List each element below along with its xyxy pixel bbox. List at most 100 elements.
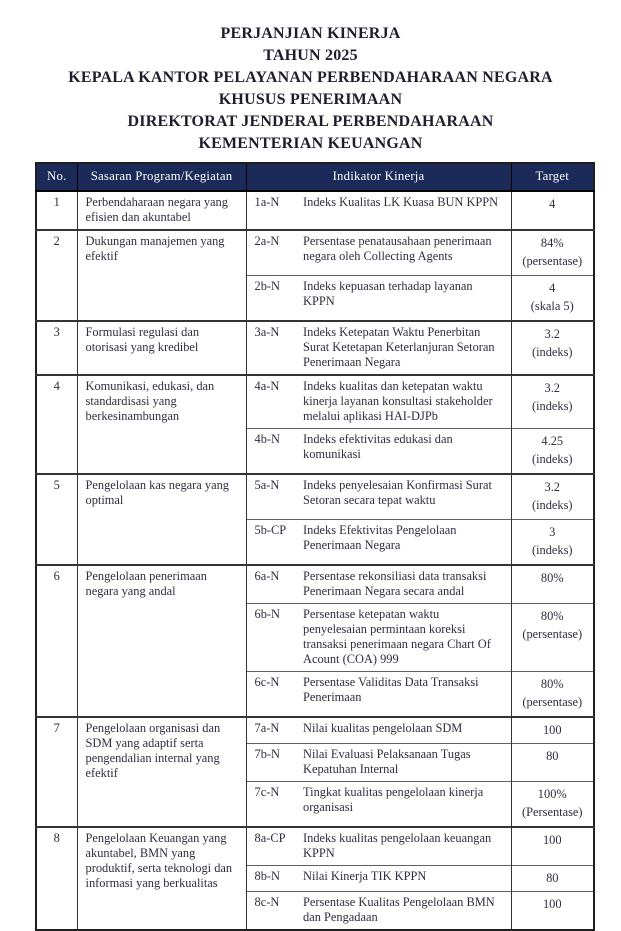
indicator-text: Persentase penatausahaan penerimaan nega…: [301, 229, 512, 276]
title-line-3: KEPALA KANTOR PELAYANAN PERBENDAHARAAN N…: [68, 69, 553, 86]
target-cell: 100: [510, 826, 595, 866]
target-cell: 84% (persentase): [510, 229, 595, 276]
table-row: 6 Pengelolaan penerimaan negara yang and…: [35, 564, 595, 717]
indicator-code: 6a-N: [245, 564, 301, 604]
indicator-text: Indeks Kualitas LK Kuasa BUN KPPN: [303, 195, 499, 209]
indicator-text: Indeks kualitas pengelolaan keuangan KPP…: [301, 826, 512, 866]
target-note: (indeks): [531, 543, 573, 557]
header-indikator: Indikator Kinerja: [245, 162, 512, 192]
target-value: 80%: [540, 677, 564, 691]
target-value: 3: [549, 525, 556, 539]
table-row: 7 Pengelolaan organisasi dan SDM yang ad…: [35, 716, 595, 827]
indicator-code: 4b-N: [245, 428, 301, 474]
target-cell: 4.25 (indeks): [510, 428, 595, 474]
target-note: (skala 5): [530, 299, 574, 313]
target-cell: 80% (persentase): [510, 603, 595, 672]
table-row: 2b-N Indeks kepuasan terhadap layanan KP…: [36, 275, 595, 321]
target-cell: 100: [510, 716, 595, 744]
performance-table: No. Sasaran Program/Kegiatan Indikator K…: [35, 162, 596, 931]
target-note: (Persentase): [521, 805, 583, 819]
indicator-text: Indeks penyelesaian Konfirmasi Surat Set…: [301, 473, 512, 520]
sasaran-cell: Pengelolaan penerimaan negara yang andal: [76, 564, 246, 717]
target-cell: 80%: [510, 564, 595, 604]
title-line-1: PERJANJIAN KINERJA: [220, 25, 401, 42]
sasaran-cell: Dukungan manajemen yang efektif: [76, 229, 246, 321]
target-value: 80%: [540, 609, 564, 623]
target-value: 80: [546, 871, 559, 885]
target-cell: 3.2 (indeks): [510, 374, 595, 429]
header-no: No.: [35, 162, 78, 192]
row-number: 2: [35, 229, 77, 321]
indicator-text: Nilai Kinerja TIK KPPN: [301, 865, 512, 892]
indicator-code: 7a-N: [245, 716, 301, 744]
table-row: 2 Dukungan manajemen yang efektif 2a-N P…: [35, 229, 595, 321]
target-cell: 80% (persentase): [510, 671, 595, 717]
target-value: 4: [549, 197, 556, 211]
indicator-code: 7b-N: [245, 743, 301, 782]
target-value: 3.2: [544, 381, 561, 395]
indicator-text: Indeks kualitas dan ketepatan waktu kine…: [301, 374, 512, 429]
target-cell: 100: [510, 891, 595, 930]
row-number: 5: [35, 473, 77, 565]
sasaran-cell: Komunikasi, edukasi, dan standardisasi y…: [76, 374, 246, 474]
target-note: (persentase): [522, 627, 583, 641]
title-line-2: TAHUN 2025: [263, 47, 358, 64]
row-number: 1: [35, 191, 77, 230]
target-value: 100: [542, 897, 562, 911]
target-cell: 80: [510, 865, 595, 892]
table-row: 4 Komunikasi, edukasi, dan standardisasi…: [35, 374, 595, 474]
indicator-code: 2b-N: [245, 275, 301, 321]
row-number: 6: [35, 564, 77, 717]
indicator-code: 2a-N: [245, 229, 301, 276]
indicator-code: 8b-N: [245, 865, 301, 892]
target-note: (indeks): [531, 345, 573, 359]
indicator-text: Indeks efektivitas edukasi dan komunikas…: [301, 428, 512, 474]
target-value: 3.2: [544, 480, 561, 494]
target-value: 100: [542, 833, 562, 847]
header-target: Target: [510, 162, 595, 192]
target-note: (persentase): [522, 254, 583, 268]
table-row: 5b-CP Indeks Efektivitas Pengelolaan Pen…: [36, 519, 595, 565]
indicator-text: Persentase ketepatan waktu penyelesaian …: [301, 603, 512, 672]
target-value: 80%: [540, 571, 564, 585]
table-row: 3 Formulasi regulasi dan otorisasi yang …: [35, 320, 595, 375]
target-note: (indeks): [531, 399, 573, 413]
header-sasaran: Sasaran Program/Kegiatan: [76, 162, 247, 192]
indicator-code: 1a-N: [245, 191, 301, 230]
indicator-code: 8a-CP: [245, 826, 301, 866]
document-title: PERJANJIAN KINERJA TAHUN 2025 KEPALA KAN…: [0, 23, 621, 155]
indicator-text: Indeks kepuasan terhadap layanan KPPN: [301, 275, 512, 321]
sasaran-cell: Pengelolaan kas negara yang optimal: [76, 473, 246, 565]
target-value: 4.25: [541, 434, 564, 448]
indicator-code: 8c-N: [245, 891, 301, 930]
indicator-text: Nilai kualitas pengelolaan SDM: [301, 716, 512, 744]
target-cell: 4 (skala 5): [510, 275, 595, 321]
sasaran-cell: Pengelolaan Keuangan yang akuntabel, BMN…: [76, 826, 246, 930]
indicator-text: Tingkat kualitas pengelolaan kinerja org…: [301, 781, 512, 827]
indicator-text: Indeks Ketepatan Waktu Penerbitan Surat …: [301, 320, 512, 375]
sasaran-cell: Perbendaharaan negara yang efisien dan a…: [76, 191, 246, 230]
indicator-code: 6c-N: [245, 671, 301, 717]
indicator-code: 4a-N: [245, 374, 301, 429]
row-number: 7: [35, 716, 77, 827]
target-cell: 4: [510, 191, 595, 230]
target-cell: 3.2 (indeks): [510, 473, 595, 520]
indicator-code: 5b-CP: [245, 519, 301, 565]
target-value: 80: [546, 749, 559, 763]
indicator-code: 5a-N: [245, 473, 301, 520]
sasaran-cell: Formulasi regulasi dan otorisasi yang kr…: [76, 320, 246, 375]
indicator-code: 3a-N: [245, 320, 301, 375]
table-row: 8 Pengelolaan Keuangan yang akuntabel, B…: [35, 826, 595, 930]
table-row: 6b-N Persentase ketepatan waktu penyeles…: [36, 603, 595, 672]
table-row: 4b-N Indeks efektivitas edukasi dan komu…: [36, 428, 595, 474]
table-row: 7b-N Nilai Evaluasi Pelaksanaan Tugas Ke…: [36, 743, 595, 782]
title-line-4: KHUSUS PENERIMAAN: [218, 91, 403, 108]
sasaran-cell: Pengelolaan organisasi dan SDM yang adap…: [76, 716, 246, 827]
title-line-5: DIREKTORAT JENDERAL PERBENDAHARAAN: [127, 113, 494, 130]
target-value: 100: [542, 723, 562, 737]
target-value: 3.2: [544, 327, 561, 341]
table-row: 1 Perbendaharaan negara yang efisien dan…: [35, 191, 595, 230]
target-cell: 3.2 (indeks): [510, 320, 595, 375]
target-note: (indeks): [531, 498, 573, 512]
